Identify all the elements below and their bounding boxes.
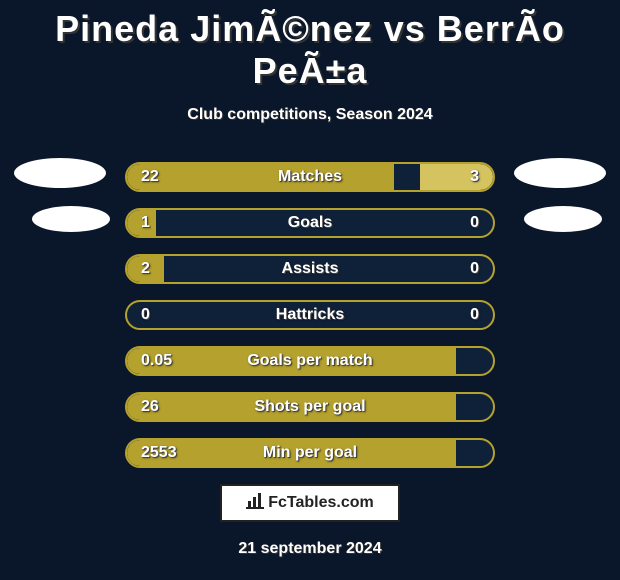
brand-box: FcTables.com <box>220 484 400 522</box>
player-right-photo-placeholder <box>514 158 606 188</box>
player-left-club-placeholder <box>32 206 110 232</box>
stat-label: Matches <box>278 168 342 186</box>
stat-value-left: 0 <box>141 306 150 324</box>
stat-fill-right <box>420 164 493 190</box>
player-right-club-placeholder <box>524 206 602 232</box>
stat-label: Goals <box>288 214 332 232</box>
stat-value-left: 2553 <box>141 444 177 462</box>
subtitle: Club competitions, Season 2024 <box>0 106 620 124</box>
stat-row: 1 Goals 0 <box>125 208 495 238</box>
stat-value-left: 26 <box>141 398 159 416</box>
stat-value-right: 0 <box>470 260 479 278</box>
stat-value-left: 0.05 <box>141 352 172 370</box>
stat-row: 2 Assists 0 <box>125 254 495 284</box>
stat-value-right: 0 <box>470 306 479 324</box>
page-title: Pineda JimÃ©nez vs BerrÃ­o PeÃ±a <box>0 0 620 92</box>
stats-area: 22 Matches 3 1 Goals 0 2 Assists 0 0 Hattricks 0 0.0… <box>0 162 620 468</box>
date-text: 21 september 2024 <box>0 540 620 558</box>
stat-row: 0.05 Goals per match <box>125 346 495 376</box>
stat-fill-left <box>127 164 394 190</box>
stat-label: Min per goal <box>263 444 357 462</box>
stat-row: 0 Hattricks 0 <box>125 300 495 330</box>
stat-value-right: 3 <box>470 168 479 186</box>
stat-value-left: 22 <box>141 168 159 186</box>
stat-value-left: 2 <box>141 260 150 278</box>
stat-value-right: 0 <box>470 214 479 232</box>
stat-label: Assists <box>282 260 339 278</box>
stat-row: 2553 Min per goal <box>125 438 495 468</box>
stat-rows: 22 Matches 3 1 Goals 0 2 Assists 0 0 Hattricks 0 0.0… <box>125 162 495 468</box>
stat-value-left: 1 <box>141 214 150 232</box>
stat-row: 22 Matches 3 <box>125 162 495 192</box>
stat-row: 26 Shots per goal <box>125 392 495 422</box>
chart-icon <box>246 493 264 514</box>
stat-label: Goals per match <box>247 352 372 370</box>
player-left-photo-placeholder <box>14 158 106 188</box>
brand-text: FcTables.com <box>268 494 374 512</box>
stat-label: Hattricks <box>276 306 344 324</box>
stat-label: Shots per goal <box>254 398 365 416</box>
